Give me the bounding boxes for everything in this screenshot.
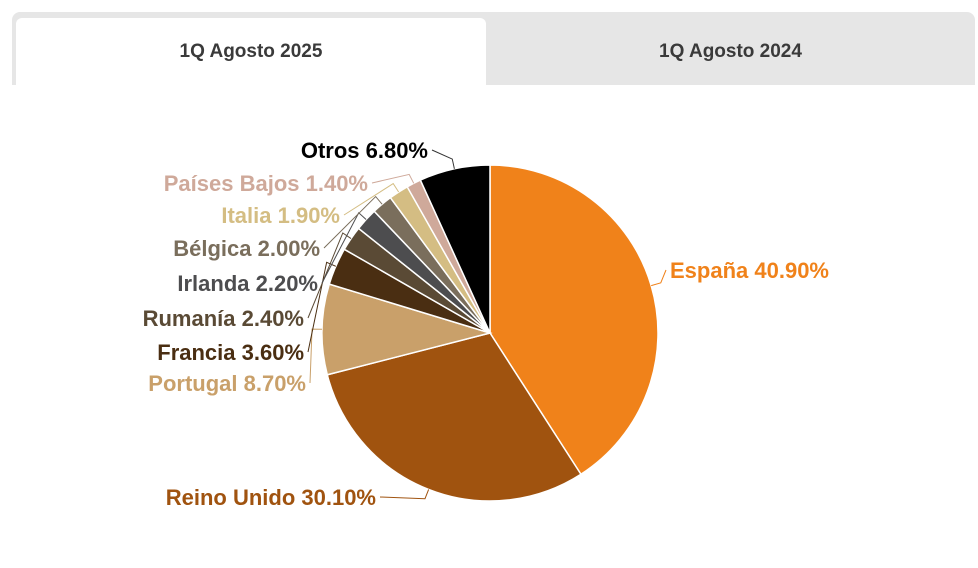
- data-label: Portugal 8.70%: [148, 371, 306, 396]
- leader-line: [651, 269, 667, 287]
- leader-line: [343, 182, 400, 216]
- data-label: Otros 6.80%: [301, 138, 428, 163]
- data-label: Italia 1.90%: [221, 203, 340, 228]
- leader-line: [307, 261, 337, 353]
- pie-slice-otros[interactable]: [419, 164, 491, 334]
- data-label: Irlanda 2.20%: [177, 271, 318, 296]
- data-label: Francia 3.60%: [157, 340, 304, 365]
- leader-line: [309, 328, 323, 384]
- data-label: Rumanía 2.40%: [143, 306, 304, 331]
- leader-line: [379, 489, 430, 500]
- tab-bar: 1Q Agosto 2025 1Q Agosto 2024: [12, 12, 975, 85]
- leader-line: [431, 149, 455, 169]
- data-label: Bélgica 2.00%: [173, 236, 320, 261]
- leader-line: [323, 195, 383, 249]
- data-label: Países Bajos 1.40%: [164, 171, 368, 196]
- tab-1q-agosto-2024[interactable]: 1Q Agosto 2024: [659, 40, 802, 62]
- data-label: Reino Unido 30.10%: [166, 485, 376, 510]
- tab-1q-agosto-2025[interactable]: 1Q Agosto 2025: [16, 18, 486, 85]
- leader-line: [307, 232, 352, 319]
- leader-line: [371, 173, 415, 184]
- data-label: España 40.90%: [670, 258, 829, 283]
- pie-slice-portugal[interactable]: [321, 283, 493, 376]
